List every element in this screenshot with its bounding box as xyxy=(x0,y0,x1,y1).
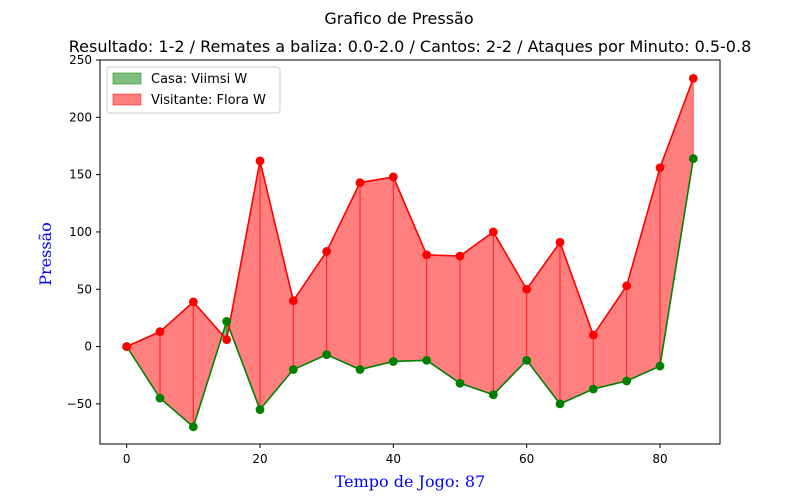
area-fill-segment xyxy=(292,249,328,371)
data-point-home xyxy=(555,399,565,409)
y-axis-ticks: −50 0 50 100 150 200 250 xyxy=(67,53,100,411)
data-point-away xyxy=(355,178,365,188)
area-fill-segment xyxy=(359,176,394,371)
series-line-home xyxy=(125,158,695,429)
area-fill-segment xyxy=(326,182,361,371)
legend-swatch-away xyxy=(112,93,142,106)
legend-box xyxy=(106,66,281,114)
data-point-home xyxy=(388,357,398,366)
plot-frame xyxy=(99,59,721,445)
x-axis-label: Tempo de Jogo: 87 xyxy=(335,472,486,491)
data-point-away xyxy=(655,163,665,173)
area-fill-segment xyxy=(592,284,628,390)
data-point-away xyxy=(588,330,598,340)
series-line-layer xyxy=(125,78,695,429)
legend-label-home: Casa: Viimsi W xyxy=(151,72,247,87)
legend-label-away: Visitante: Flora W xyxy=(151,93,266,108)
data-point-away xyxy=(422,250,432,260)
y-axis-label: Pressão xyxy=(36,222,55,285)
data-point-away xyxy=(622,281,632,291)
area-fill-segment xyxy=(626,167,661,382)
data-point-home xyxy=(522,355,532,365)
area-fill-segment xyxy=(159,300,194,428)
area-fill-segment xyxy=(125,330,161,400)
x-tick-label: 0 xyxy=(123,452,131,466)
x-tick-label: 40 xyxy=(386,452,401,466)
y-tick-label: −50 xyxy=(67,397,92,411)
area-fill-segment xyxy=(392,176,428,362)
y-tick-label: 0 xyxy=(84,340,92,354)
data-point-away xyxy=(288,296,298,306)
data-point-away xyxy=(188,297,198,307)
y-tick-label: 250 xyxy=(69,53,92,67)
data-point-away xyxy=(688,73,698,83)
data-point-home xyxy=(422,355,432,365)
data-point-home xyxy=(155,393,165,403)
data-point-home xyxy=(355,365,365,374)
data-point-home xyxy=(188,422,198,432)
data-point-away xyxy=(322,247,332,256)
x-tick-label: 60 xyxy=(519,452,534,466)
area-fill-layer xyxy=(125,78,694,428)
legend: Casa: Viimsi W Visitante: Flora W xyxy=(106,66,281,114)
data-point-home xyxy=(622,376,632,386)
area-fill-segment xyxy=(259,160,294,411)
data-point-away xyxy=(155,327,165,337)
series-line-away xyxy=(126,78,695,348)
data-point-home xyxy=(688,154,698,163)
data-point-away xyxy=(488,227,498,237)
y-tick-label: 200 xyxy=(69,110,92,124)
legend-swatch-home xyxy=(112,72,142,85)
data-point-home xyxy=(455,378,465,388)
x-tick-label: 20 xyxy=(252,452,267,466)
y-tick-label: 50 xyxy=(77,282,92,296)
area-fill-segment xyxy=(192,300,223,427)
area-fill-segment xyxy=(228,160,261,410)
y-tick-label: 100 xyxy=(69,225,92,239)
chart-subtitle: Resultado: 1-2 / Remates a baliza: 0.0-2… xyxy=(69,37,752,56)
data-point-home xyxy=(255,405,265,415)
y-tick-label: 150 xyxy=(69,168,92,182)
data-point-home xyxy=(588,384,598,394)
data-point-home xyxy=(288,365,298,374)
chart-title: Grafico de Pressão xyxy=(324,9,473,28)
area-fill-segment xyxy=(492,230,528,396)
data-point-home xyxy=(322,350,332,359)
data-point-away xyxy=(255,156,265,166)
data-point-away xyxy=(555,237,565,247)
data-point-away xyxy=(122,342,132,351)
data-point-away xyxy=(388,172,398,182)
x-tick-label: 80 xyxy=(652,452,667,466)
area-fill-segment xyxy=(459,230,494,396)
data-point-home xyxy=(488,390,498,400)
data-point-away xyxy=(455,251,465,261)
series-point-layer xyxy=(122,73,698,432)
data-point-home xyxy=(655,361,665,371)
x-axis-ticks: 0 20 40 60 80 xyxy=(123,444,668,466)
data-point-away xyxy=(222,335,232,345)
data-point-home xyxy=(222,316,232,326)
data-point-away xyxy=(522,284,532,294)
